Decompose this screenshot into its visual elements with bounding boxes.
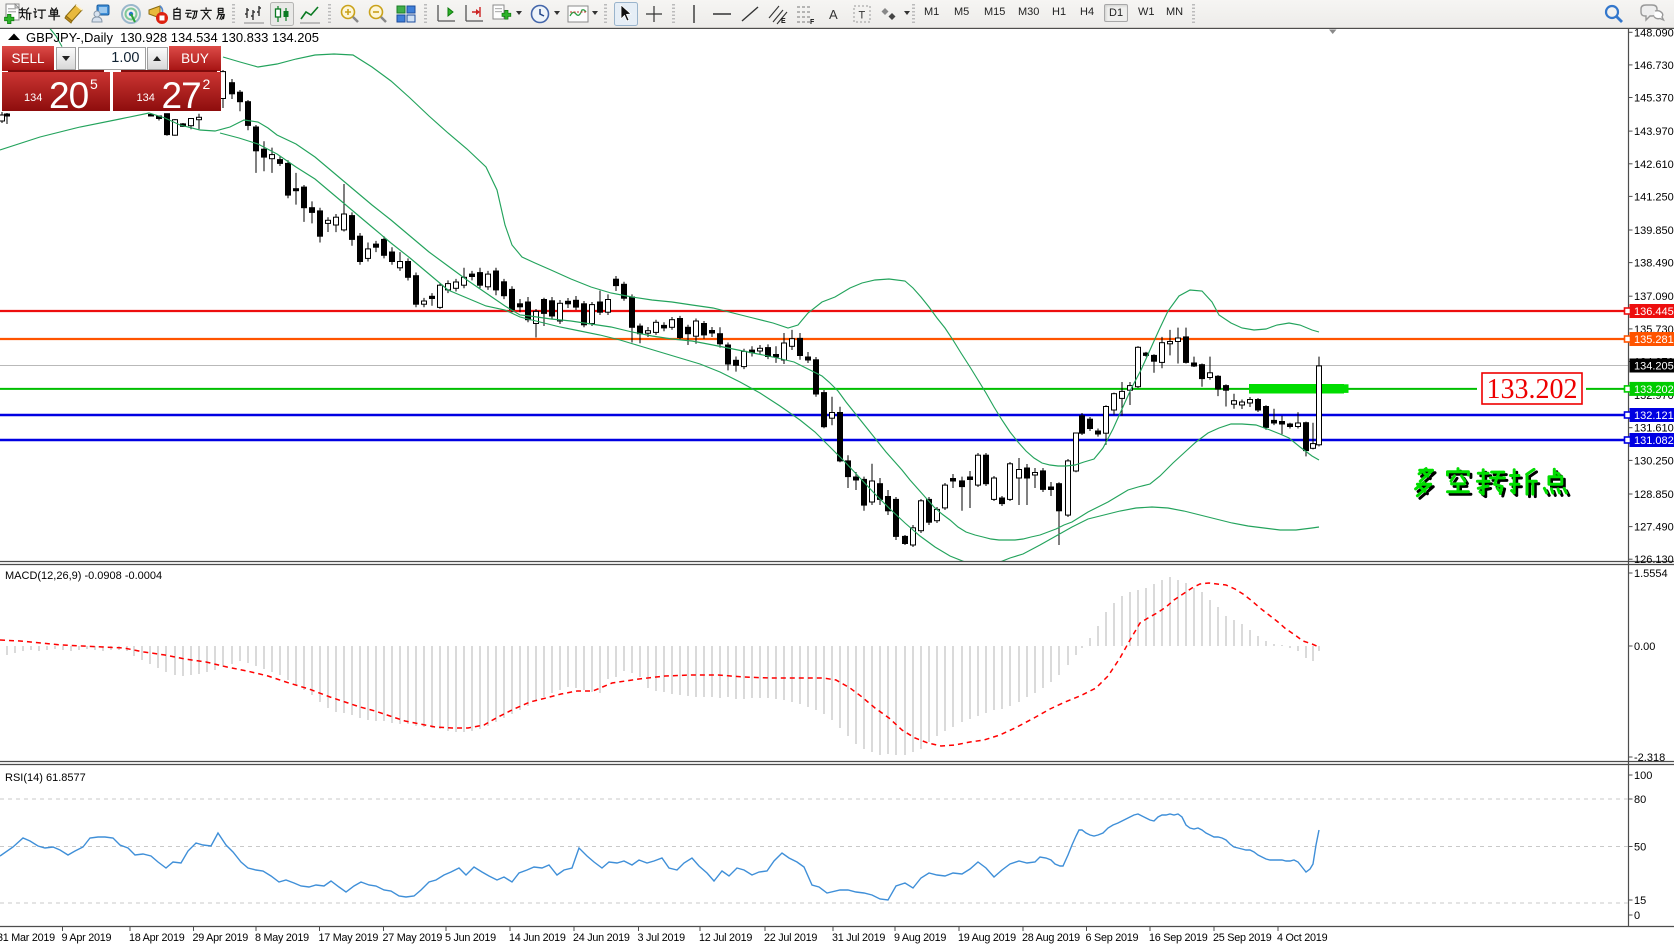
svg-text:MACD(12,26,9) -0.0908 -0.0004: MACD(12,26,9) -0.0908 -0.0004 (5, 570, 162, 582)
svg-text:16 Sep 2019: 16 Sep 2019 (1149, 932, 1208, 944)
svg-text:127.490: 127.490 (1634, 522, 1674, 534)
svg-text:143.970: 143.970 (1634, 126, 1674, 138)
svg-text:-2.318: -2.318 (1634, 752, 1665, 764)
svg-text:17 May 2019: 17 May 2019 (319, 932, 379, 944)
svg-text:1.5554: 1.5554 (1634, 568, 1668, 580)
svg-text:133.202: 133.202 (1487, 374, 1578, 405)
svg-text:130.250: 130.250 (1634, 455, 1674, 467)
svg-text:RSI(14) 61.8577: RSI(14) 61.8577 (5, 772, 86, 784)
svg-text:80: 80 (1634, 794, 1646, 806)
svg-text:145.370: 145.370 (1634, 93, 1674, 105)
svg-text:136.445: 136.445 (1634, 306, 1674, 318)
svg-text:0: 0 (1634, 910, 1640, 922)
svg-text:F: F (810, 19, 815, 26)
svg-text:19 Aug 2019: 19 Aug 2019 (958, 932, 1016, 944)
svg-text:T: T (859, 10, 866, 22)
svg-text:139.850: 139.850 (1634, 225, 1674, 237)
svg-text:131.082: 131.082 (1634, 435, 1674, 447)
svg-text:15: 15 (1634, 895, 1646, 907)
svg-text:9 Apr 2019: 9 Apr 2019 (62, 932, 112, 944)
svg-text:14 Jun 2019: 14 Jun 2019 (509, 932, 566, 944)
svg-text:137.090: 137.090 (1634, 291, 1674, 303)
svg-text:133.202: 133.202 (1634, 384, 1674, 396)
svg-text:12 Jul 2019: 12 Jul 2019 (699, 932, 752, 944)
svg-text:138.490: 138.490 (1634, 258, 1674, 270)
svg-text:8 May 2019: 8 May 2019 (255, 932, 309, 944)
svg-text:25 Sep 2019: 25 Sep 2019 (1213, 932, 1272, 944)
svg-text:27 May 2019: 27 May 2019 (383, 932, 443, 944)
svg-text:31 Jul 2019: 31 Jul 2019 (832, 932, 885, 944)
svg-text:GBPJPY-,Daily 130.928 134.534: GBPJPY-,Daily 130.928 134.534 130.833 13… (26, 30, 319, 45)
svg-text:148.090: 148.090 (1634, 28, 1674, 39)
svg-text:126.130: 126.130 (1634, 554, 1674, 566)
svg-text:9 Aug 2019: 9 Aug 2019 (894, 932, 946, 944)
svg-text:3 Jul 2019: 3 Jul 2019 (638, 932, 686, 944)
svg-text:A: A (829, 7, 838, 22)
svg-text:6 Sep 2019: 6 Sep 2019 (1086, 932, 1139, 944)
svg-text:142.610: 142.610 (1634, 159, 1674, 171)
svg-text:5 Jun 2019: 5 Jun 2019 (445, 932, 496, 944)
svg-text:22 Jul 2019: 22 Jul 2019 (764, 932, 817, 944)
svg-text:E: E (781, 18, 786, 25)
svg-text:132.121: 132.121 (1634, 410, 1674, 422)
svg-text:50: 50 (1634, 842, 1646, 854)
svg-text:29 Apr 2019: 29 Apr 2019 (193, 932, 249, 944)
svg-text:131.610: 131.610 (1634, 423, 1674, 435)
svg-text:24 Jun 2019: 24 Jun 2019 (573, 932, 630, 944)
svg-text:28 Aug 2019: 28 Aug 2019 (1022, 932, 1080, 944)
svg-text:4 Oct 2019: 4 Oct 2019 (1277, 932, 1328, 944)
svg-text:100: 100 (1634, 770, 1652, 782)
svg-text:135.281: 135.281 (1634, 334, 1674, 346)
svg-text:128.850: 128.850 (1634, 489, 1674, 501)
svg-text:18 Apr 2019: 18 Apr 2019 (129, 932, 185, 944)
svg-text:134.205: 134.205 (1634, 361, 1674, 373)
svg-text:0.00: 0.00 (1634, 641, 1655, 653)
svg-text:31 Mar 2019: 31 Mar 2019 (0, 932, 55, 944)
svg-text:141.250: 141.250 (1634, 191, 1674, 203)
svg-text:146.730: 146.730 (1634, 60, 1674, 72)
